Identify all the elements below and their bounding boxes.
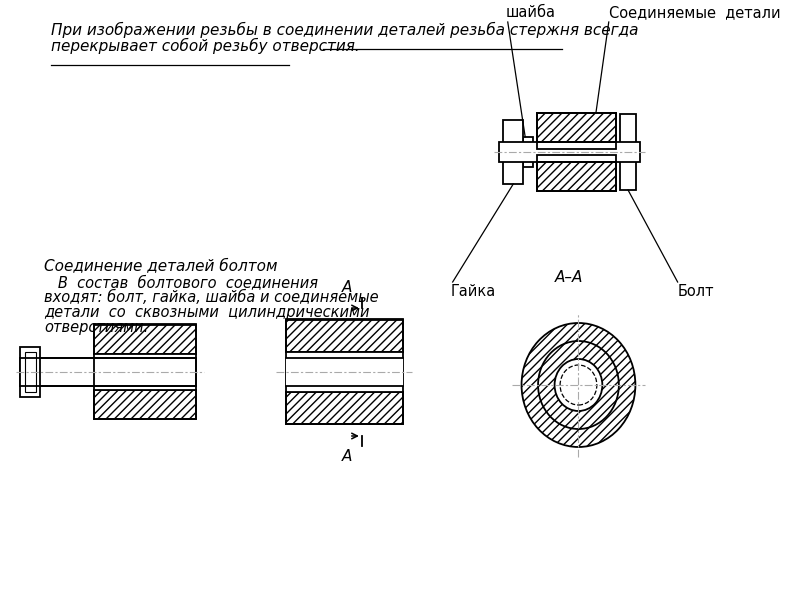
Bar xyxy=(523,137,534,167)
Bar xyxy=(537,155,616,191)
Text: входят: болт, гайка, шайба и соединяемые: входят: болт, гайка, шайба и соединяемые xyxy=(44,290,378,305)
Bar xyxy=(286,352,403,392)
Text: перекрывает собой резьбу отверстия.: перекрывает собой резьбу отверстия. xyxy=(50,38,359,54)
Text: детали  со  сквозными  цилиндрическими: детали со сквозными цилиндрическими xyxy=(44,305,370,320)
Text: При изображении резьбы в соединении деталей резьба стержня всегда: При изображении резьбы в соединении дета… xyxy=(50,22,638,38)
Circle shape xyxy=(538,341,619,429)
Text: Соединение деталей болтом: Соединение деталей болтом xyxy=(44,258,278,273)
Text: Болт: Болт xyxy=(678,284,714,299)
Bar xyxy=(537,113,616,149)
Bar xyxy=(286,320,403,352)
Bar xyxy=(620,114,636,190)
Text: А: А xyxy=(342,280,352,295)
Bar xyxy=(503,120,523,184)
Bar xyxy=(286,392,403,424)
Circle shape xyxy=(554,359,602,411)
Bar xyxy=(94,324,197,419)
Bar xyxy=(286,319,403,424)
Bar xyxy=(94,390,197,419)
Bar xyxy=(537,113,616,142)
Bar xyxy=(94,325,197,354)
Bar xyxy=(499,142,640,162)
Text: А–А: А–А xyxy=(555,270,583,285)
Bar xyxy=(20,358,197,386)
Text: отверстиями.: отверстиями. xyxy=(44,320,148,335)
Bar xyxy=(94,354,197,390)
Bar xyxy=(537,155,616,191)
Bar xyxy=(537,162,616,191)
Bar xyxy=(20,347,41,397)
Text: шайба: шайба xyxy=(506,5,556,20)
Text: В  состав  болтового  соединения: В состав болтового соединения xyxy=(44,275,318,290)
Circle shape xyxy=(522,323,635,447)
Bar xyxy=(537,155,616,191)
Text: Соединяемые  детали: Соединяемые детали xyxy=(609,5,780,20)
Bar xyxy=(286,358,403,386)
Bar xyxy=(537,149,616,155)
Bar xyxy=(537,113,616,149)
Text: Гайка: Гайка xyxy=(451,284,496,299)
Bar xyxy=(25,352,36,392)
Text: А: А xyxy=(342,449,352,464)
Bar xyxy=(537,113,616,149)
